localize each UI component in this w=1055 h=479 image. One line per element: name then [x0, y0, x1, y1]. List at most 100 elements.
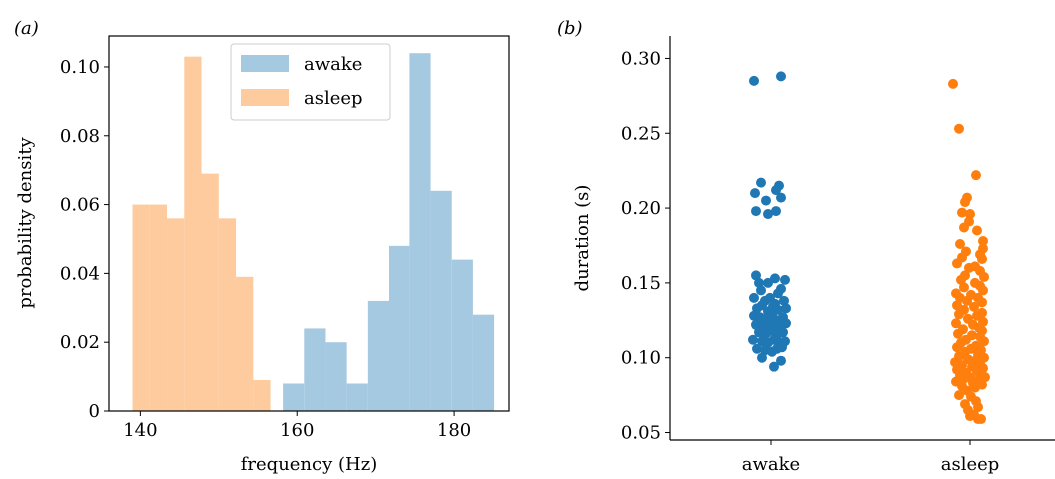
data-point-asleep — [972, 225, 982, 236]
histogram-bar-awake — [367, 300, 389, 411]
y-axis-ticks: 0.05 0.10 0.15 0.20 0.25 0.30 — [621, 48, 670, 444]
data-point-asleep — [965, 411, 975, 422]
histogram-bar-asleep — [236, 276, 254, 411]
x-tick-label: 140 — [123, 420, 157, 441]
data-point-awake — [776, 71, 786, 82]
x-axis-ticks: awake asleep — [742, 440, 1000, 475]
histogram-bar-awake — [304, 328, 326, 411]
data-point-awake — [776, 192, 786, 203]
histogram-bar-awake — [409, 53, 431, 411]
data-point-asleep — [962, 295, 972, 306]
data-point-asleep — [952, 342, 962, 353]
data-point-asleep — [977, 297, 987, 308]
histogram-bar-asleep — [253, 380, 271, 411]
histogram-bar-awake — [472, 314, 495, 411]
data-point-asleep — [948, 78, 958, 89]
data-point-asleep — [978, 285, 988, 296]
x-tick-label: 160 — [280, 420, 314, 441]
data-point-asleep — [960, 197, 970, 208]
data-point-awake — [752, 343, 762, 354]
histogram-bar-awake — [430, 190, 452, 411]
data-point-asleep — [956, 274, 966, 285]
histogram-bar-awake — [325, 342, 347, 411]
data-point-awake — [769, 361, 779, 372]
histogram-bar-awake — [451, 259, 473, 411]
data-point-awake — [781, 303, 791, 314]
y-tick-label: 0.08 — [60, 126, 100, 147]
y-axis-ticks: 0 0.02 0.04 0.06 0.08 0.10 — [60, 57, 109, 422]
data-point-asleep — [957, 207, 967, 218]
legend: awake asleep — [230, 43, 391, 121]
y-tick-label: 0.06 — [60, 195, 100, 216]
data-point-asleep — [973, 402, 983, 413]
data-point-asleep — [970, 382, 980, 393]
data-point-awake — [770, 273, 780, 284]
histogram-panel: (a) 140 160 180 0 0.02 0.04 0.06 0.08 0.10 freq… — [14, 18, 510, 475]
histogram-bar-asleep — [167, 218, 185, 411]
y-tick-label: 0.20 — [621, 198, 661, 219]
data-point-awake — [771, 206, 781, 217]
histogram-bar-asleep — [132, 204, 150, 411]
data-point-awake — [761, 195, 771, 206]
legend-label-asleep: asleep — [304, 88, 363, 109]
y-tick-label: 0.10 — [60, 57, 100, 78]
data-point-asleep — [978, 235, 988, 246]
data-point-asleep — [955, 238, 965, 249]
histogram-bar-asleep — [149, 204, 168, 411]
legend-label-awake: awake — [304, 54, 362, 75]
data-point-awake — [749, 292, 759, 303]
x-axis-label: frequency (Hz) — [241, 454, 377, 475]
histogram-bars — [132, 53, 495, 411]
data-point-awake — [748, 334, 758, 345]
strip-points — [748, 71, 990, 425]
y-tick-label: 0.02 — [60, 332, 100, 353]
data-point-asleep — [959, 222, 969, 233]
data-point-asleep — [954, 390, 964, 401]
panel-b-label: (b) — [557, 18, 583, 39]
data-point-awake — [754, 277, 764, 288]
x-tick-label: 180 — [437, 420, 471, 441]
data-point-asleep — [951, 318, 961, 329]
legend-swatch-asleep — [241, 89, 289, 106]
histogram-bar-awake — [346, 383, 368, 411]
x-axis-ticks: 140 160 180 — [123, 411, 471, 441]
y-axis-label: duration (s) — [572, 185, 593, 292]
plot-frame — [108, 35, 510, 412]
histogram-bar-asleep — [201, 173, 219, 411]
y-tick-label: 0.05 — [621, 423, 661, 444]
y-tick-label: 0.10 — [621, 348, 661, 369]
data-point-asleep — [979, 271, 989, 282]
data-point-awake — [780, 274, 790, 285]
data-point-asleep — [979, 336, 989, 347]
histogram-bar-asleep — [184, 56, 202, 411]
data-point-asleep — [969, 301, 979, 312]
y-tick-label: 0.04 — [60, 263, 100, 284]
data-point-asleep — [965, 209, 975, 220]
x-tick-label: asleep — [941, 454, 1000, 475]
data-point-asleep — [953, 328, 963, 339]
legend-swatch-awake — [241, 55, 289, 72]
data-point-awake — [763, 209, 773, 220]
data-point-asleep — [976, 414, 986, 425]
data-point-asleep — [959, 373, 969, 384]
y-tick-label: 0.30 — [621, 48, 661, 69]
histogram-bar-awake — [283, 383, 305, 411]
data-point-awake — [776, 283, 786, 294]
y-axis-label: probability density — [15, 137, 36, 309]
data-point-awake — [776, 355, 786, 366]
data-point-awake — [777, 342, 787, 353]
histogram-bar-awake — [389, 245, 410, 411]
data-point-awake — [749, 75, 759, 86]
data-point-awake — [778, 327, 788, 338]
data-point-awake — [756, 285, 766, 296]
y-tick-label: 0.15 — [621, 273, 661, 294]
data-point-asleep — [964, 262, 974, 273]
data-point-asleep — [971, 170, 981, 181]
data-point-awake — [757, 352, 767, 363]
data-point-awake — [751, 270, 761, 281]
histogram-bar-asleep — [218, 218, 237, 411]
data-point-asleep — [977, 253, 987, 264]
data-point-asleep — [954, 309, 964, 320]
data-point-asleep — [952, 258, 962, 269]
